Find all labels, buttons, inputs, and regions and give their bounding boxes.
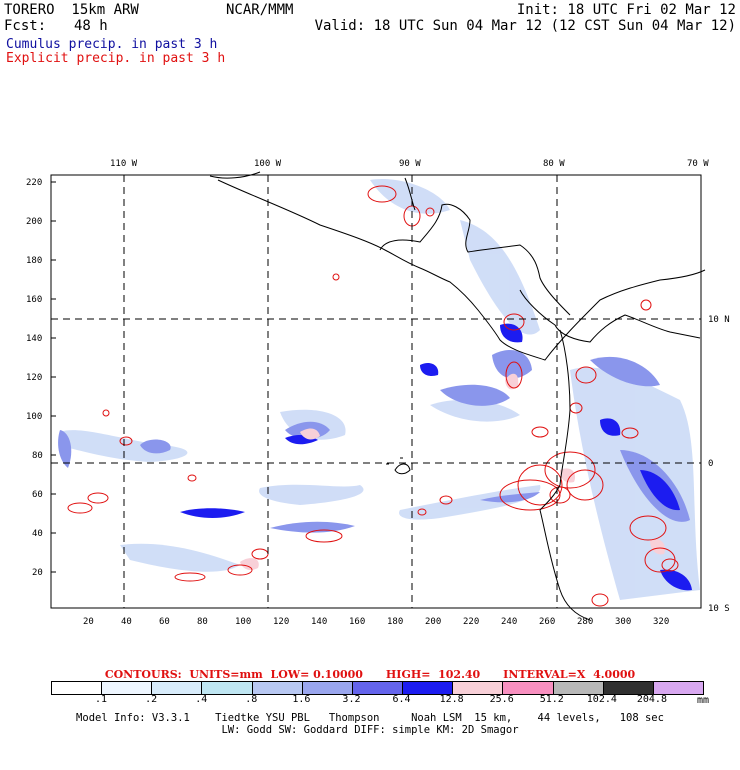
model-title: TORERO 15km ARW — [4, 2, 139, 18]
x-tick-label: 200 — [425, 617, 441, 627]
color-scale-labels: .1 .2 .4 .8 1.6 3.2 6.4 12.8 25.6 51.2 102.4 204.8 — [51, 694, 702, 706]
y-tick-label: 140 — [26, 334, 42, 344]
color-scale-unit: mm — [697, 695, 710, 706]
color-scale-label: 6.4 — [392, 694, 411, 705]
color-scale-cell — [202, 682, 253, 694]
center-label: NCAR/MMM — [226, 2, 294, 18]
coastlines — [209, 171, 706, 621]
color-scale-label: 51.2 — [539, 694, 564, 705]
lat-label: 0 — [708, 459, 713, 469]
lat-label: 10 N — [708, 315, 730, 325]
color-scale-bar — [51, 681, 704, 695]
x-tick-label: 300 — [615, 617, 631, 627]
x-tick-label: 60 — [159, 617, 170, 627]
color-scale-label: .1 — [95, 694, 108, 705]
color-scale-cell — [102, 682, 153, 694]
color-scale-cell — [553, 682, 604, 694]
color-scale-label: 3.2 — [342, 694, 361, 705]
model-info-line1: Model Info: V3.3.1 Tiedtke YSU PBL Thomp… — [76, 712, 664, 724]
cumulus-legend: Cumulus precip. in past 3 h — [6, 37, 218, 52]
y-tick-label: 160 — [26, 295, 42, 305]
x-tick-label: 160 — [349, 617, 365, 627]
x-tick-label: 260 — [539, 617, 555, 627]
color-scale-label: 12.8 — [439, 694, 464, 705]
x-tick-label: 220 — [463, 617, 479, 627]
y-tick-label: 60 — [32, 490, 43, 500]
precip-map: 110 W 100 W 90 W 80 W 70 W — [26, 159, 730, 627]
x-tick-label: 140 — [311, 617, 327, 627]
color-scale-cell — [352, 682, 404, 694]
color-scale-cell — [403, 682, 454, 694]
lon-label: 100 W — [254, 159, 282, 169]
y-tick-label: 120 — [26, 373, 42, 383]
x-axis: 20 40 60 80 100 120 140 160 180 200 220 … — [83, 617, 669, 627]
color-scale-cell — [252, 682, 303, 694]
x-tick-label: 320 — [653, 617, 669, 627]
y-axis: 220 200 180 160 140 120 100 80 60 40 20 — [26, 178, 56, 578]
color-scale-cell — [503, 682, 554, 694]
color-scale-label: .8 — [245, 694, 258, 705]
y-tick-label: 180 — [26, 256, 42, 266]
y-tick-label: 200 — [26, 217, 42, 227]
forecast-hour: 48 h — [74, 18, 108, 34]
contour-info: CONTOURS: UNITS=mm LOW= 0.10000 HIGH= 10… — [104, 668, 636, 681]
x-tick-label: 280 — [577, 617, 593, 627]
color-scale-label: 204.8 — [636, 694, 667, 705]
init-time: Init: 18 UTC Fri 02 Mar 12 — [516, 2, 736, 18]
x-tick-label: 120 — [273, 617, 289, 627]
color-scale-cell — [653, 682, 704, 694]
lon-label: 70 W — [687, 159, 709, 169]
precip-shading — [58, 179, 700, 600]
color-scale-label: 102.4 — [586, 694, 617, 705]
color-scale-cell — [453, 682, 504, 694]
explicit-legend: Explicit precip. in past 3 h — [6, 51, 226, 66]
y-tick-label: 40 — [32, 529, 43, 539]
color-scale-cell — [52, 682, 103, 694]
x-tick-label: 100 — [235, 617, 251, 627]
color-scale-label: .4 — [195, 694, 208, 705]
y-tick-label: 80 — [32, 451, 43, 461]
x-tick-label: 40 — [121, 617, 132, 627]
x-tick-label: 180 — [387, 617, 403, 627]
color-scale-cell — [302, 682, 353, 694]
x-tick-label: 240 — [501, 617, 517, 627]
color-scale-cell — [603, 682, 654, 694]
lat-labels: 10 N 0 10 S — [708, 315, 730, 614]
color-scale-label: .2 — [145, 694, 158, 705]
y-tick-label: 220 — [26, 178, 42, 188]
color-scale-label: 25.6 — [489, 694, 514, 705]
lon-label: 90 W — [399, 159, 421, 169]
color-scale-cell — [152, 682, 203, 694]
lat-label: 10 S — [708, 604, 730, 614]
explicit-contours — [67, 185, 679, 607]
lat-lon-grid — [51, 175, 701, 608]
map-frame — [50, 174, 702, 609]
lon-label: 110 W — [110, 159, 138, 169]
lon-label: 80 W — [543, 159, 565, 169]
y-tick-label: 20 — [32, 568, 43, 578]
color-scale-label: 1.6 — [292, 694, 311, 705]
x-tick-label: 20 — [83, 617, 94, 627]
y-tick-label: 100 — [26, 412, 42, 422]
valid-time: Valid: 18 UTC Sun 04 Mar 12 (12 CST Sun … — [314, 18, 736, 34]
x-tick-label: 80 — [197, 617, 208, 627]
model-info-line2: LW: Godd SW: Goddard DIFF: simple KM: 2D… — [221, 724, 519, 736]
forecast-label: Fcst: — [4, 18, 47, 34]
